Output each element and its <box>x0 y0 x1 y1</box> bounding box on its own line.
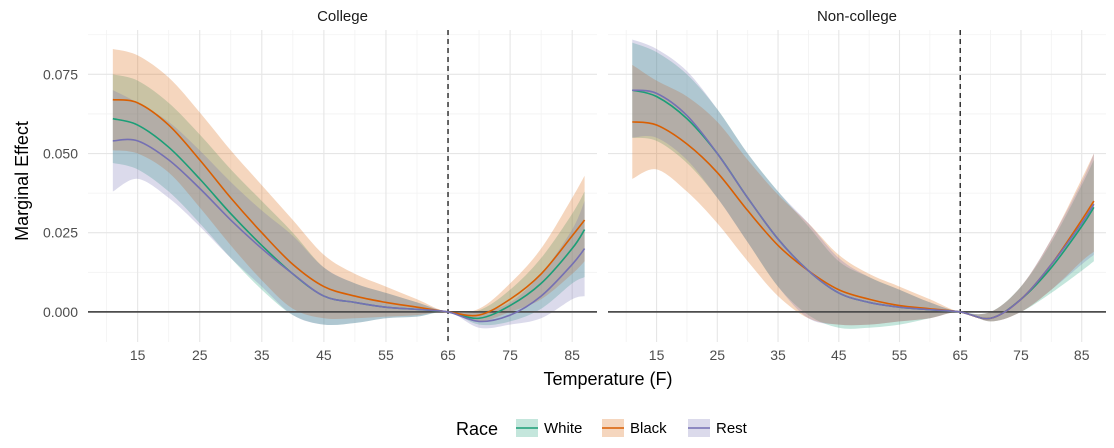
facet-panels: College 15 25 35 45 55 65 75 85 Non-college 15 25 35… <box>88 8 1106 363</box>
x-tick-label: 75 <box>1013 347 1029 363</box>
ribbon-white <box>112 74 585 326</box>
legend-label: Black <box>630 420 667 437</box>
x-tick-label: 25 <box>192 347 208 363</box>
legend-item-white: White <box>516 419 582 437</box>
facet-title: College <box>317 8 368 25</box>
y-tick-label: 0.050 <box>43 146 78 162</box>
ribbon-white <box>632 42 1094 329</box>
panel-background <box>88 30 597 342</box>
x-tick-label: 85 <box>564 347 580 363</box>
line-black <box>112 98 586 317</box>
facet-title: Non-college <box>817 8 897 25</box>
legend-items: White Black Rest <box>516 419 748 437</box>
x-tick-label: 35 <box>770 347 786 363</box>
line-rest <box>112 138 586 323</box>
facet-panel-1: College 15 25 35 45 55 65 75 85 <box>88 8 597 363</box>
ribbon-black <box>112 49 585 322</box>
x-tick-label: 45 <box>316 347 332 363</box>
legend-title: Race <box>456 419 498 439</box>
y-axis-title: Marginal Effect <box>12 121 32 241</box>
y-tick-label: 0.075 <box>43 66 78 82</box>
y-axis: 0.000 0.025 0.050 0.075 <box>43 66 78 320</box>
y-tick-label: 0.025 <box>43 225 78 241</box>
legend-item-rest: Rest <box>688 419 748 437</box>
x-tick-label: 65 <box>952 347 968 363</box>
panel-background <box>608 30 1106 342</box>
legend: Race White Black Rest <box>456 419 748 439</box>
facet-panel-2: Non-college 15 25 35 45 55 65 75 85 <box>608 8 1106 363</box>
x-tick-label: 35 <box>254 347 270 363</box>
x-tick-label: 65 <box>440 347 456 363</box>
legend-label: White <box>544 420 582 437</box>
legend-item-black: Black <box>602 419 667 437</box>
x-tick-label: 15 <box>649 347 665 363</box>
x-tick-label: 85 <box>1074 347 1090 363</box>
line-rest <box>632 89 1095 320</box>
x-tick-label: 55 <box>378 347 394 363</box>
x-tick-label: 75 <box>502 347 518 363</box>
ribbon-black <box>632 64 1094 326</box>
legend-label: Rest <box>716 420 748 437</box>
x-tick-label: 45 <box>831 347 847 363</box>
x-tick-label: 15 <box>130 347 146 363</box>
x-tick-label: 55 <box>892 347 908 363</box>
y-tick-label: 0.000 <box>43 304 78 320</box>
x-axis-title: Temperature (F) <box>543 369 672 389</box>
x-tick-label: 25 <box>710 347 726 363</box>
ribbon-rest <box>112 90 585 329</box>
